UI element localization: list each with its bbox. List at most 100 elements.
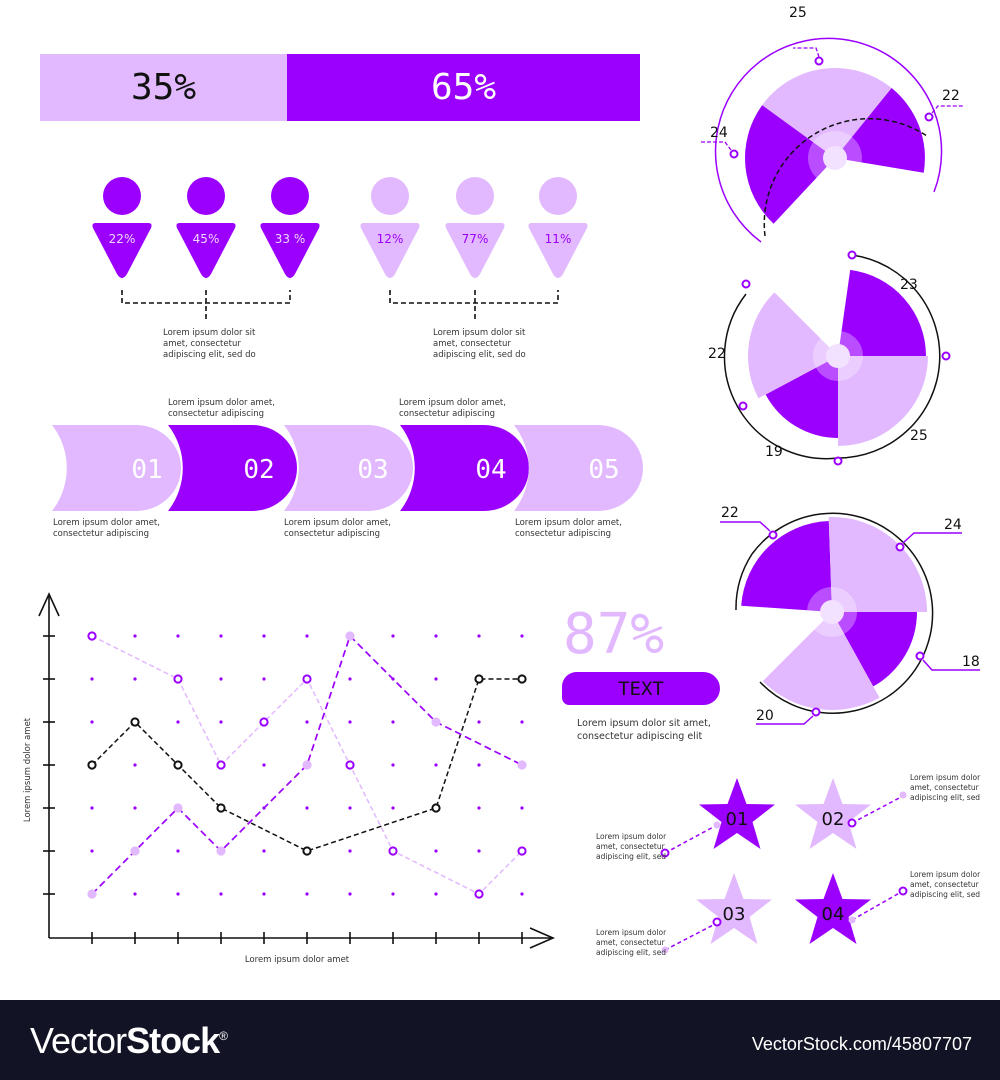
caption-line: consectetur adipiscing bbox=[53, 529, 150, 539]
caption-line: consectetur adipiscing bbox=[399, 409, 496, 419]
star-number: 02 bbox=[822, 809, 845, 830]
x-axis-label: Lorem ipsum dolor amet bbox=[245, 955, 350, 965]
y-axis bbox=[38, 592, 60, 938]
people-caption-2: Lorem ipsum dolor sit amet, consectetur … bbox=[433, 328, 526, 361]
marker-icon bbox=[729, 56, 934, 159]
data-point-marker bbox=[87, 631, 97, 641]
text-button[interactable]: TEXT bbox=[562, 672, 720, 705]
step-number: 01 bbox=[131, 455, 162, 485]
stat-value: 87% bbox=[563, 602, 665, 667]
caption-line: Lorem ipsum dolor bbox=[910, 773, 981, 782]
star-caption-3: Lorem ipsum dolor amet, consectetur adip… bbox=[596, 928, 666, 958]
caption-line: amet, consectetur bbox=[910, 783, 979, 792]
step-1: 01 bbox=[52, 425, 181, 511]
star-connectors bbox=[664, 795, 904, 951]
caption-line: consectetur adipiscing bbox=[168, 409, 265, 419]
step-process: 01 02 03 04 05 bbox=[52, 425, 643, 511]
person-value: 77% bbox=[462, 232, 489, 246]
y-ticks bbox=[43, 635, 55, 895]
caption-line: Lorem ipsum dolor sit bbox=[163, 328, 256, 338]
data-point-marker bbox=[216, 846, 226, 856]
series-markers bbox=[87, 631, 527, 899]
data-point-marker bbox=[474, 889, 484, 899]
footer-bar: VectorStock® VectorStock.com/45807707 bbox=[0, 1000, 1000, 1080]
person-value: 45% bbox=[193, 232, 220, 246]
step-caption-3: Lorem ipsum dolor amet, consectetur adip… bbox=[284, 518, 391, 540]
radial-chart-1: 24 25 22 bbox=[700, 5, 963, 243]
star-4: 04 bbox=[795, 873, 871, 944]
caption-line: adipiscing elit, sed do bbox=[433, 350, 526, 360]
image-url: VectorStock.com/45807707 bbox=[751, 1034, 972, 1054]
star-number: 01 bbox=[726, 809, 749, 830]
people-pictograms: 22% 45% 33 % 12% 77% 11% bbox=[92, 177, 588, 320]
data-point-marker bbox=[474, 674, 484, 684]
data-point-marker bbox=[87, 760, 97, 770]
caption-line: Lorem ipsum dolor bbox=[596, 832, 667, 841]
person-icon: 22% bbox=[92, 177, 152, 278]
data-point-marker bbox=[517, 760, 527, 770]
data-point-marker bbox=[173, 760, 183, 770]
step-caption-1: Lorem ipsum dolor amet, consectetur adip… bbox=[53, 518, 160, 540]
caption-line: amet, consectetur bbox=[596, 938, 665, 947]
step-caption-2: Lorem ipsum dolor amet, consectetur adip… bbox=[168, 398, 275, 420]
caption-line: adipiscing elit, sed bbox=[910, 793, 981, 802]
data-point-marker bbox=[87, 889, 97, 899]
radial-chart-3: 22 24 18 20 bbox=[720, 505, 980, 725]
value-label: 25 bbox=[789, 5, 807, 21]
marker-icon bbox=[660, 791, 908, 954]
star-caption-4: Lorem ipsum dolor amet, consectetur adip… bbox=[910, 870, 980, 900]
value-label: 18 bbox=[962, 654, 980, 670]
caption-line: amet, consectetur bbox=[596, 842, 665, 851]
value-label: 24 bbox=[710, 125, 728, 141]
value-label: 25 bbox=[910, 428, 928, 444]
star-3: 03 bbox=[696, 873, 772, 944]
star-caption-2: Lorem ipsum dolor amet, consectetur adip… bbox=[910, 773, 980, 803]
split-bar-right: 65% bbox=[287, 54, 640, 121]
caption-line: Lorem ipsum dolor bbox=[910, 870, 981, 879]
value-label: 22 bbox=[942, 88, 960, 104]
value-label: 24 bbox=[944, 517, 962, 533]
stat-caption: Lorem ipsum dolor sit amet, consectetur … bbox=[577, 717, 711, 743]
caption-line: Lorem ipsum dolor amet, bbox=[515, 518, 622, 528]
split-bar-left: 35% bbox=[40, 54, 287, 121]
caption-line: amet, consectetur bbox=[910, 880, 979, 889]
caption-line: Lorem ipsum dolor sit amet, bbox=[577, 718, 711, 729]
star-list: 01 02 03 04 bbox=[660, 778, 908, 954]
step-number: 05 bbox=[588, 455, 619, 485]
split-bar-left-label: 35% bbox=[130, 67, 197, 108]
step-4: 04 bbox=[400, 425, 529, 511]
data-point-marker bbox=[431, 803, 441, 813]
caption-line: Lorem ipsum dolor bbox=[596, 928, 667, 937]
data-point-marker bbox=[259, 717, 269, 727]
caption-line: adipiscing elit, sed do bbox=[163, 350, 256, 360]
caption-line: adipiscing elit, sed bbox=[596, 852, 667, 861]
star-number: 03 bbox=[723, 904, 746, 925]
step-5: 05 bbox=[514, 425, 643, 511]
logo-light: Vector bbox=[30, 1020, 127, 1061]
y-axis-label: Lorem ipsum dolor amet bbox=[23, 717, 33, 822]
caption-line: Lorem ipsum dolor amet, bbox=[399, 398, 506, 408]
person-icon: 45% bbox=[176, 177, 236, 278]
people-caption-1: Lorem ipsum dolor sit amet, consectetur … bbox=[163, 328, 256, 361]
caption-line: Lorem ipsum dolor sit bbox=[433, 328, 526, 338]
step-caption-4: Lorem ipsum dolor amet, consectetur adip… bbox=[399, 398, 506, 420]
value-label: 22 bbox=[708, 346, 726, 362]
marker-icon bbox=[768, 530, 925, 717]
person-icon: 77% bbox=[445, 177, 505, 278]
star-2: 02 bbox=[795, 778, 871, 849]
marker-icon bbox=[738, 250, 951, 466]
radial-charts: 24 25 22 23 25 19 22 bbox=[700, 5, 980, 725]
logo-reg: ® bbox=[219, 1029, 228, 1043]
caption-line: adipiscing elit, sed bbox=[596, 948, 667, 957]
bracket-connector bbox=[121, 290, 559, 320]
data-point-marker bbox=[431, 717, 441, 727]
data-point-marker bbox=[345, 760, 355, 770]
value-label: 20 bbox=[756, 708, 774, 724]
data-point-marker bbox=[216, 760, 226, 770]
logo-bold: Stock bbox=[126, 1020, 220, 1061]
brand-logo: VectorStock® bbox=[30, 1020, 228, 1062]
data-point-marker bbox=[302, 846, 312, 856]
split-bar-right-label: 65% bbox=[430, 67, 497, 108]
value-label: 23 bbox=[900, 277, 918, 293]
person-value: 22% bbox=[109, 232, 136, 246]
